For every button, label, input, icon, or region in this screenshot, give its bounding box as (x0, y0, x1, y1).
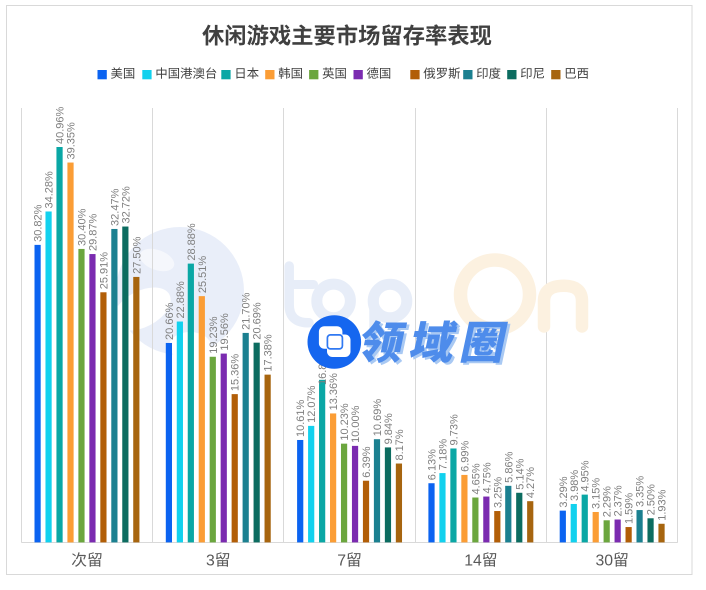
svg-text:15.36%: 15.36% (230, 354, 242, 392)
svg-text:2.50%: 2.50% (646, 484, 658, 515)
svg-text:3: 3 (596, 553, 605, 570)
svg-text:4.65%: 4.65% (470, 463, 482, 494)
svg-text:30.40%: 30.40% (76, 208, 88, 246)
svg-text:4.95%: 4.95% (580, 460, 592, 491)
svg-text:9.73%: 9.73% (448, 414, 460, 445)
svg-text:32.72%: 32.72% (120, 186, 132, 224)
svg-text:5.86%: 5.86% (503, 451, 515, 482)
svg-text:4.27%: 4.27% (525, 467, 537, 498)
svg-text:4: 4 (473, 553, 482, 570)
svg-text:13.36%: 13.36% (328, 373, 340, 411)
svg-text:29.87%: 29.87% (87, 214, 99, 252)
svg-text:25.91%: 25.91% (98, 252, 110, 290)
svg-text:10.00%: 10.00% (350, 405, 362, 443)
svg-text:12.07%: 12.07% (306, 385, 318, 423)
svg-text:30.82%: 30.82% (33, 204, 45, 242)
svg-text:2.29%: 2.29% (602, 486, 614, 517)
svg-text:3.29%: 3.29% (558, 476, 570, 507)
svg-text:6.99%: 6.99% (459, 441, 471, 472)
svg-text:5.14%: 5.14% (514, 458, 526, 489)
svg-text:7.18%: 7.18% (437, 439, 449, 470)
svg-text:0: 0 (604, 553, 613, 570)
svg-text:25.51%: 25.51% (197, 256, 209, 294)
svg-text:1.93%: 1.93% (657, 489, 669, 520)
svg-text:6.39%: 6.39% (361, 446, 373, 477)
svg-text:10.23%: 10.23% (339, 403, 351, 441)
svg-text:19.56%: 19.56% (219, 313, 231, 351)
svg-text:22.88%: 22.88% (175, 281, 187, 319)
svg-text:10.61%: 10.61% (295, 399, 307, 437)
svg-text:3.15%: 3.15% (591, 478, 603, 509)
svg-text:34.28%: 34.28% (44, 171, 56, 209)
svg-text:39.35%: 39.35% (66, 122, 78, 160)
svg-text:20.66%: 20.66% (164, 302, 176, 340)
svg-text:10.69%: 10.69% (372, 399, 384, 437)
svg-text:17.38%: 17.38% (263, 334, 275, 372)
svg-text:1: 1 (464, 553, 473, 570)
svg-text:21.70%: 21.70% (241, 292, 253, 330)
svg-text:27.50%: 27.50% (131, 236, 143, 274)
svg-text:1.59%: 1.59% (624, 493, 636, 524)
svg-text:3: 3 (206, 553, 215, 570)
svg-text:8.17%: 8.17% (394, 429, 406, 460)
svg-text:3.25%: 3.25% (492, 477, 504, 508)
svg-text:2.37%: 2.37% (613, 485, 625, 516)
svg-text:28.88%: 28.88% (186, 223, 198, 261)
svg-text:20.69%: 20.69% (252, 302, 264, 340)
svg-text:9.84%: 9.84% (383, 413, 395, 444)
svg-text:4.75%: 4.75% (481, 462, 493, 493)
svg-text:7: 7 (337, 553, 346, 570)
svg-text:3.98%: 3.98% (569, 470, 581, 501)
svg-text:32.47%: 32.47% (109, 188, 121, 226)
svg-text:40.96%: 40.96% (55, 106, 67, 144)
svg-text:6.13%: 6.13% (427, 449, 439, 480)
svg-text:3.35%: 3.35% (635, 476, 647, 507)
svg-text:19.23%: 19.23% (208, 316, 220, 354)
